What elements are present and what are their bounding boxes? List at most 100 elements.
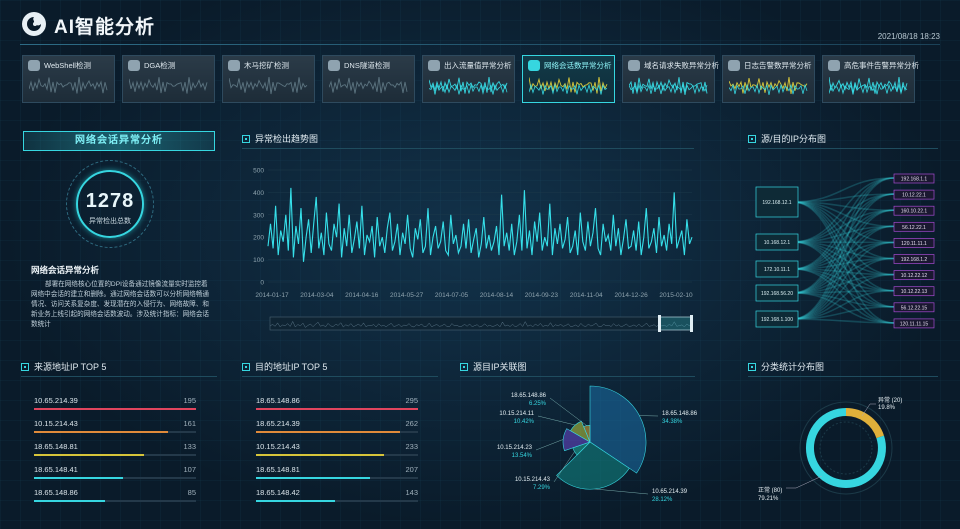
zoom-handle-left[interactable]	[658, 315, 661, 332]
description-text: 部署在网络核心位置的DPI设备通过镜像流量实时监控着网络中会话的建立和删除。通过…	[31, 281, 210, 328]
x-tick-label: 2014-09-23	[525, 292, 559, 299]
list-item-bar-fill	[34, 408, 196, 410]
tab-sparkline	[429, 77, 508, 95]
relation-divider	[460, 376, 695, 377]
list-item-bar-track	[34, 500, 196, 502]
section-marker-icon	[748, 135, 756, 143]
relation-slice-percent: 28.12%	[652, 497, 673, 503]
y-tick-label: 500	[253, 168, 264, 175]
sankey-target-label: 56.12.22.1	[902, 225, 926, 231]
sankey-link	[791, 193, 895, 320]
relation-slice-label: 18.65.148.86	[662, 411, 698, 417]
donut-leader-line	[861, 403, 876, 417]
sankey-link	[791, 201, 895, 228]
sankey-target-node	[893, 238, 935, 248]
tab-icon	[728, 60, 740, 71]
category-title: 分类统计分布图	[748, 360, 824, 373]
list-item-bar-fill	[34, 477, 123, 479]
tab-label: 出入流量值异常分析	[444, 61, 512, 70]
donut-inner-ring	[819, 421, 873, 475]
tab-7[interactable]: 域名请求失败异常分析	[622, 55, 719, 103]
y-tick-label: 400	[253, 190, 264, 197]
relation-slice-label: 10.65.214.39	[652, 489, 688, 495]
tab-sparkline	[829, 77, 908, 95]
sankey-target-label: 192.168.1.1	[901, 177, 928, 183]
section-marker-icon	[242, 363, 250, 371]
list-item-ip: 10.65.214.39	[34, 396, 78, 405]
sankey-link	[791, 209, 895, 243]
list-item-bar-track	[256, 431, 418, 433]
sankey-link	[791, 306, 895, 320]
sankey-link	[791, 257, 895, 294]
list-item-bar-track	[256, 500, 418, 502]
sparkline-line	[429, 83, 508, 95]
header-divider	[20, 44, 940, 45]
sankey-target-node	[893, 173, 935, 184]
sparkline-line	[729, 83, 808, 95]
sankey-target-label: 56.12.22.15	[901, 305, 928, 311]
sparkline-line	[529, 77, 608, 94]
sankey-source-node	[755, 310, 799, 328]
relation-slice-label: 18.65.148.86	[511, 393, 547, 399]
list-item-bar-fill	[256, 500, 335, 502]
tab-1[interactable]: WebShell检测	[22, 55, 115, 103]
sankey-link	[791, 241, 895, 292]
zoom-handle-right[interactable]	[690, 315, 693, 332]
sparkline-line	[229, 77, 308, 95]
sankey-target-label: 120.11.11.15	[900, 321, 929, 327]
sankey-link	[791, 201, 895, 211]
app-title: AI智能分析	[54, 17, 156, 38]
tab-6[interactable]: 网络会话数异常分析	[522, 55, 615, 103]
sankey-link	[791, 268, 895, 292]
x-tick-label: 2014-08-14	[480, 292, 514, 299]
list-item-bar-track	[34, 454, 196, 456]
relation-leader-line	[537, 415, 576, 426]
sankey-target-node	[893, 302, 935, 313]
tab-3[interactable]: 木马挖矿检测	[222, 55, 315, 103]
sankey-link	[791, 268, 895, 324]
tab-icon	[628, 60, 640, 71]
tab-icon	[428, 60, 440, 71]
tab-icon	[828, 60, 840, 71]
tab-label: 木马挖矿检测	[244, 61, 289, 70]
sankey-link	[791, 201, 895, 324]
sankey-link	[791, 289, 895, 294]
y-tick-label: 100	[253, 257, 264, 264]
sankey-link	[791, 201, 895, 260]
relation-leader-line	[535, 439, 564, 451]
donut-outer-ring	[799, 401, 893, 495]
sankey-target-node	[893, 254, 935, 264]
tab-4[interactable]: DNS隧道检测	[322, 55, 415, 103]
list-item-bar-fill	[34, 431, 168, 433]
sankey-source-label: 172.10.11.1	[764, 267, 790, 273]
list-item-bar-fill	[256, 454, 384, 456]
relation-title: 源目IP关联图	[460, 360, 527, 373]
sankey-link	[791, 201, 895, 308]
sankey-target-label: 10.12.22.1	[902, 193, 926, 199]
sparkline-line	[29, 77, 108, 94]
count-ring-outer	[66, 160, 154, 248]
tab-9[interactable]: 高危事件告警异常分析	[822, 55, 919, 103]
tab-sparkline	[229, 77, 308, 95]
sankey-link	[791, 292, 895, 324]
list-item-ip: 18.65.148.81	[34, 442, 78, 451]
sankey-source-label: 192.168.56.20	[761, 291, 793, 297]
sankey-link	[791, 177, 895, 203]
list-item-value: 295	[405, 396, 418, 405]
relation-slice	[562, 428, 591, 452]
list-item-value: 195	[183, 396, 196, 405]
relation-slice	[583, 424, 591, 443]
list-item-bar-track	[34, 477, 196, 479]
sankey-target-label: 10.12.22.12	[901, 273, 928, 279]
relation-slice-percent: 13.54%	[512, 453, 533, 459]
tab-icon	[128, 60, 140, 71]
tab-8[interactable]: 日志告警数异常分析	[722, 55, 815, 103]
sankey-target-node	[893, 205, 935, 216]
sankey-link	[791, 257, 895, 320]
src-top5-divider	[21, 376, 217, 377]
tab-5[interactable]: 出入流量值异常分析	[422, 55, 515, 103]
list-item-value: 233	[405, 442, 418, 451]
list-item-ip: 10.15.214.43	[256, 442, 300, 451]
relation-leader-line	[594, 488, 649, 495]
tab-2[interactable]: DGA检测	[122, 55, 215, 103]
